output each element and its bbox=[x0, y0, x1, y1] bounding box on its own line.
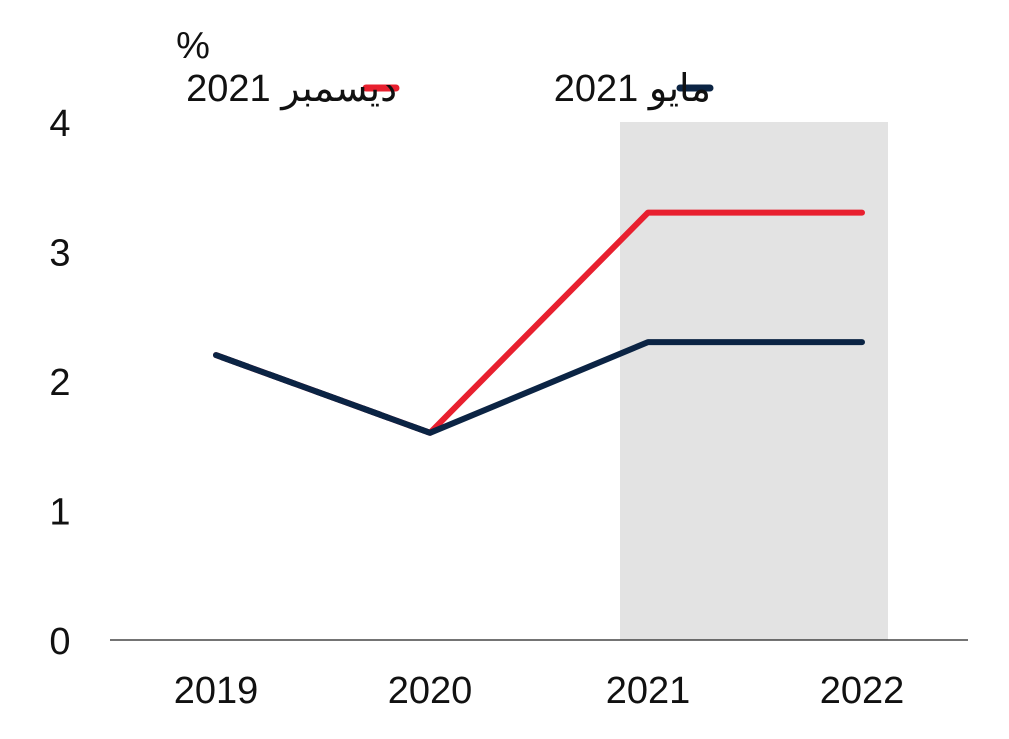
series-layer bbox=[213, 209, 865, 436]
y-axis-ticks: 0 1 2 3 4 bbox=[49, 103, 70, 663]
legend-label-december: ديسمبر 2021 bbox=[186, 68, 397, 111]
y-tick-label-1: 1 bbox=[49, 492, 70, 534]
historical-dashed-overlay bbox=[214, 352, 432, 436]
x-tick-label-2020: 2020 bbox=[388, 670, 473, 712]
forecast-shaded-region bbox=[620, 122, 888, 640]
legend-label-may: مايو 2021 bbox=[554, 68, 711, 111]
x-tick-label-2019: 2019 bbox=[174, 670, 259, 712]
legend: ديسمبر 2021 مايو 2021 bbox=[186, 68, 714, 111]
x-tick-label-2021: 2021 bbox=[606, 670, 691, 712]
y-tick-label-2: 2 bbox=[49, 362, 70, 404]
y-tick-label-0: 0 bbox=[49, 621, 70, 663]
x-axis-ticks: 2019 2020 2021 2022 bbox=[174, 670, 905, 712]
y-axis-unit-label: % bbox=[176, 25, 210, 67]
y-tick-label-4: 4 bbox=[49, 103, 70, 145]
y-tick-label-3: 3 bbox=[49, 233, 70, 275]
x-tick-label-2022: 2022 bbox=[820, 670, 905, 712]
